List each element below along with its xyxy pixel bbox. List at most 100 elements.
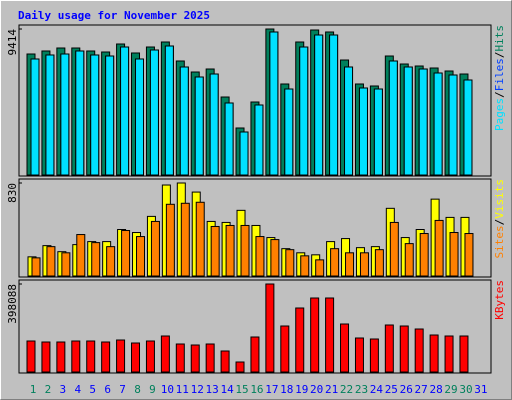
x-tick-label: 18: [280, 383, 293, 396]
bar: [299, 46, 309, 176]
bar: [374, 249, 384, 277]
legend: Sites/Visits: [493, 179, 506, 259]
bar: [344, 66, 354, 176]
x-tick-label: 5: [89, 383, 96, 396]
bar: [194, 76, 204, 176]
bar: [414, 328, 424, 373]
bar: [444, 335, 454, 373]
bar: [105, 55, 115, 176]
legend-entry: KBytes: [493, 280, 506, 320]
bar: [145, 340, 155, 373]
x-tick-label: 3: [60, 383, 67, 396]
bar: [75, 50, 85, 176]
bar: [60, 53, 70, 176]
x-tick-label: 9: [149, 383, 156, 396]
x-tick-label: 22: [340, 383, 353, 396]
legend-entry: Sites: [493, 225, 506, 258]
bar: [433, 72, 443, 176]
bar: [384, 324, 394, 373]
bar: [449, 232, 459, 277]
x-tick-label: 8: [134, 383, 141, 396]
bar: [403, 66, 413, 176]
bar: [76, 234, 86, 277]
x-tick-label: 21: [325, 383, 338, 396]
bar: [91, 242, 101, 277]
x-tick-label: 1: [30, 383, 37, 396]
x-tick-label: 11: [176, 383, 189, 396]
x-tick-label: 12: [191, 383, 204, 396]
bar: [180, 202, 190, 277]
bar: [389, 221, 399, 277]
legend: KBytes: [493, 280, 506, 320]
bar: [269, 31, 279, 176]
bar: [135, 58, 145, 176]
bar: [224, 102, 234, 176]
x-tick-label: 20: [310, 383, 323, 396]
bar: [225, 224, 235, 277]
bar: [373, 88, 383, 176]
bar: [31, 257, 41, 277]
bar: [195, 201, 205, 277]
bar: [434, 219, 444, 277]
bar: [121, 230, 131, 277]
bar: [270, 239, 280, 277]
chart-title: Daily usage for November 2025: [18, 9, 210, 22]
legend-entry: Visits: [493, 179, 506, 219]
bar: [369, 338, 379, 373]
bar: [284, 88, 294, 176]
bar: [120, 46, 130, 176]
bar: [300, 255, 310, 277]
x-tick-label: 23: [355, 383, 368, 396]
x-tick-label: 27: [415, 383, 428, 396]
x-tick-label: 19: [295, 383, 308, 396]
bar: [359, 252, 369, 277]
x-tick-label: 26: [400, 383, 413, 396]
x-tick-label: 13: [206, 383, 219, 396]
bar: [209, 73, 219, 176]
bar: [345, 252, 355, 277]
bar: [46, 246, 56, 277]
x-tick-label: 24: [370, 383, 384, 396]
bar: [41, 341, 51, 373]
x-tick-label: 2: [45, 383, 52, 396]
legend-entry: Files: [493, 58, 506, 91]
x-tick-label: 17: [265, 383, 278, 396]
x-tick-label: 14: [220, 383, 234, 396]
x-tick-label: 16: [250, 383, 263, 396]
bar: [314, 34, 324, 176]
x-tick-label: 4: [74, 383, 81, 396]
bar: [205, 343, 215, 373]
legend-entry: Pages: [493, 98, 506, 131]
x-tick-label: 10: [161, 383, 174, 396]
bar: [30, 58, 40, 176]
bar: [116, 339, 126, 373]
bar: [280, 325, 290, 373]
bar: [265, 283, 275, 373]
bar: [325, 297, 335, 373]
bar: [220, 350, 230, 373]
bar: [26, 340, 36, 373]
bar: [149, 49, 159, 176]
bar: [310, 297, 320, 373]
bar: [150, 220, 160, 277]
bar: [86, 340, 96, 373]
legend-separator: /: [493, 52, 506, 59]
bar: [459, 335, 469, 373]
bar: [250, 336, 260, 373]
bar: [136, 236, 146, 277]
bar: [254, 104, 264, 176]
bar: [160, 335, 170, 373]
legend-text: KBytes: [493, 280, 506, 320]
bar: [388, 60, 398, 176]
bar: [61, 252, 71, 277]
legend-separator: /: [493, 219, 506, 226]
bar: [235, 361, 245, 373]
x-tick-label: 29: [444, 383, 457, 396]
bar: [399, 325, 409, 373]
legend-text: Sites/Visits: [493, 179, 506, 259]
bar: [418, 68, 428, 176]
bar: [210, 225, 220, 277]
bar: [429, 334, 439, 373]
x-tick-label: 28: [429, 383, 442, 396]
